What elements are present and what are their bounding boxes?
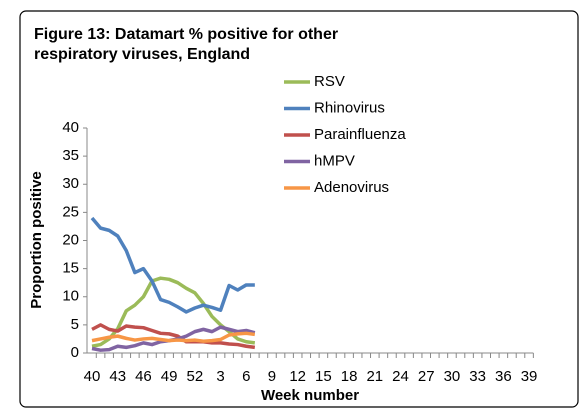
series-line xyxy=(91,323,256,350)
y-axis-title: Proportion positive xyxy=(28,171,45,309)
x-tick-label: 39 xyxy=(521,368,538,385)
legend-label: Rhinovirus xyxy=(314,99,385,116)
legend-label: RSV xyxy=(314,73,345,90)
x-tick-label: 6 xyxy=(242,368,250,385)
y-tick-label: 40 xyxy=(62,119,79,136)
x-tick-label: 12 xyxy=(289,368,306,385)
legend-label: hMPV xyxy=(314,152,355,169)
x-tick-label: 9 xyxy=(268,368,276,385)
legend-label: Adenovirus xyxy=(314,179,389,196)
y-tick-label: 35 xyxy=(62,147,79,164)
legend-label: Parainfluenza xyxy=(314,126,406,143)
chart-title: respiratory viruses, England xyxy=(34,46,250,63)
y-tick-label: 5 xyxy=(71,316,79,333)
x-tick-label: 43 xyxy=(109,368,126,385)
x-axis-title: Week number xyxy=(261,387,359,404)
x-tick-label: 21 xyxy=(366,368,383,385)
series-line xyxy=(90,216,255,314)
chart-border xyxy=(19,10,579,408)
x-tick-label: 15 xyxy=(315,368,332,385)
x-tick-label: 18 xyxy=(341,368,358,385)
x-tick-label: 27 xyxy=(418,368,435,385)
x-tick-label: 52 xyxy=(186,368,203,385)
x-tick-label: 30 xyxy=(444,368,461,385)
x-tick-label: 24 xyxy=(392,368,409,385)
y-tick-label: 15 xyxy=(62,260,79,277)
x-tick-label: 49 xyxy=(161,368,178,385)
y-tick-label: 30 xyxy=(62,175,79,192)
y-tick-label: 0 xyxy=(71,344,79,361)
x-tick-label: 40 xyxy=(84,368,101,385)
x-tick-label: 3 xyxy=(216,368,224,385)
y-tick-label: 20 xyxy=(62,231,79,248)
x-tick-label: 36 xyxy=(495,368,512,385)
y-tick-label: 25 xyxy=(62,203,79,220)
chart-title: Figure 13: Datamart % positive for other xyxy=(34,26,338,43)
y-tick-label: 10 xyxy=(62,288,79,305)
series-line xyxy=(91,331,256,343)
x-tick-label: 33 xyxy=(469,368,486,385)
x-tick-label: 46 xyxy=(135,368,152,385)
